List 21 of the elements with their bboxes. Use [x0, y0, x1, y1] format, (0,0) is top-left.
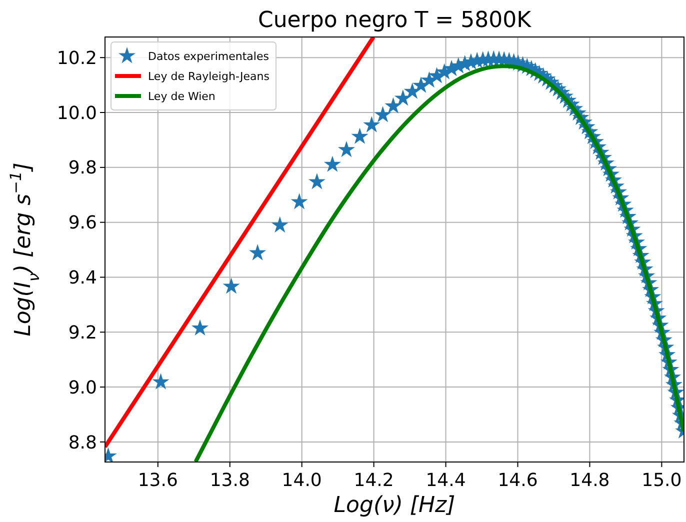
x-tick-label: 14.2 — [354, 470, 394, 491]
y-tick-label: 9.0 — [68, 377, 97, 398]
y-tick-label: 10.2 — [56, 48, 97, 69]
x-axis-title: Log(ν) [Hz] — [334, 493, 456, 518]
y-tick-label: 9.2 — [68, 322, 97, 344]
x-tick-label: 14.0 — [282, 470, 322, 491]
y-tick-label: 9.8 — [68, 158, 97, 179]
x-tick-label: 14.4 — [426, 470, 466, 491]
y-tick-label: 9.4 — [68, 268, 97, 289]
x-tick-label: 14.6 — [498, 470, 538, 491]
legend-label: Datos experimentales — [148, 50, 270, 63]
x-tick-label: 13.8 — [210, 470, 250, 491]
x-tick-label: 15.0 — [642, 470, 682, 491]
y-tick-label: 9.6 — [68, 212, 97, 234]
y-tick-label: 10.0 — [56, 102, 97, 124]
chart-title: Cuerpo negro T = 5800K — [258, 8, 532, 33]
legend-label: Ley de Rayleigh-Jeans — [148, 70, 270, 83]
x-tick-label: 14.8 — [570, 470, 610, 491]
y-tick-label: 8.8 — [68, 432, 97, 454]
legend-label: Ley de Wien — [148, 90, 216, 103]
x-tick-label: 13.6 — [138, 470, 178, 491]
